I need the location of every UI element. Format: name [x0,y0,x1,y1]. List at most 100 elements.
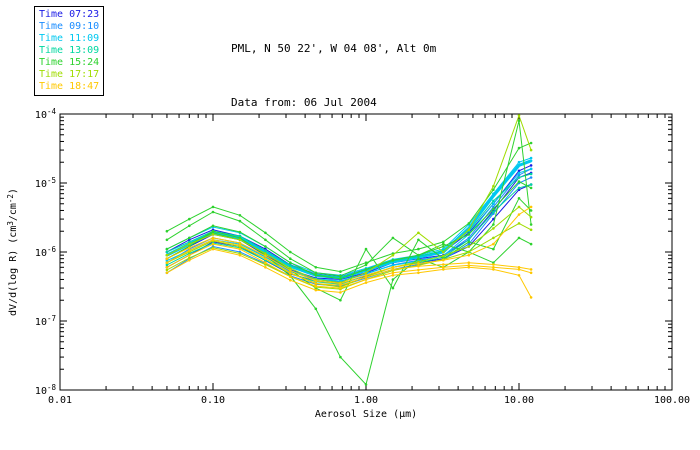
series-marker [289,278,292,282]
series-marker [467,261,471,265]
y-tick-label: 10-8 [35,383,57,397]
series-marker [165,238,169,242]
series-marker [364,247,368,251]
series-marker [467,250,471,254]
series-marker [339,298,342,302]
series-marker [339,355,342,359]
series-marker [211,210,215,214]
series-marker [391,236,395,240]
legend-entry: Time 18:47 [39,81,100,92]
x-tick-label: 1.00 [354,395,378,406]
series-marker [211,233,215,236]
series-marker [417,260,420,264]
series-marker [391,266,395,269]
series-marker [238,241,242,245]
series-marker [417,262,420,265]
series-marker [264,254,267,258]
series-marker [391,274,395,277]
series-marker [289,275,292,278]
series-marker [165,271,169,275]
series-marker [188,217,191,221]
series-marker [289,264,292,267]
series-marker [188,242,191,246]
series-marker [467,266,471,269]
series-marker [165,229,169,233]
series-marker [211,238,215,242]
series-marker [165,257,169,261]
series-marker [529,176,533,179]
series-marker [417,238,420,242]
legend-entry: Time 13:09 [39,45,100,56]
plot-frame [59,113,673,391]
series-marker [529,167,533,171]
series-marker [238,236,242,240]
series-marker [339,291,342,294]
series-marker [517,171,521,175]
plot-subtitle: Data from: 06 Jul 2004 [231,96,377,109]
series-marker [188,238,191,242]
series-marker [364,263,368,267]
series-marker [529,148,533,152]
legend-entry: Time 09:10 [39,21,100,32]
series-marker [264,263,267,266]
series-marker [314,266,318,269]
series-marker [238,234,242,238]
legend-entry: Time 11:09 [39,33,100,44]
series-marker [467,238,471,242]
series-marker [391,258,395,262]
series-marker [364,271,368,275]
series-marker [492,217,495,221]
series-marker [314,282,318,285]
series-marker [264,249,267,252]
series-marker [492,192,495,195]
x-tick-label: 10.00 [504,395,534,406]
series-marker [529,242,533,246]
series-marker [529,215,533,219]
series-line [166,168,532,282]
series-marker [492,210,495,214]
series-marker [314,271,318,275]
x-tick-label: 100.00 [654,395,690,406]
series-marker [339,286,342,290]
series-marker [529,159,533,163]
series-marker [492,223,495,226]
series-marker [442,250,445,254]
series-line [166,243,532,289]
series-marker [517,160,521,164]
series-line [166,206,532,288]
series-marker [211,242,215,246]
series-marker [188,240,191,244]
series-marker [211,236,215,240]
series-marker [442,258,445,262]
series-marker [517,213,521,216]
series-marker [467,253,471,257]
series-marker [529,209,533,212]
series-marker [529,164,533,167]
series-line [166,230,532,386]
series-marker [188,246,191,250]
series-marker [165,263,169,267]
series-marker [492,199,495,203]
series-marker [517,222,521,225]
legend-entry: Time 15:24 [39,57,100,68]
series-marker [289,267,292,270]
series-marker [339,270,342,273]
series-marker [517,180,521,183]
series-marker [364,276,368,279]
series-marker [314,274,318,277]
series-marker [467,245,471,248]
series-marker [238,214,242,217]
series-marker [442,263,445,266]
series-marker [238,219,242,223]
series-marker [314,279,318,283]
series-marker [289,250,292,254]
series-marker [314,284,318,288]
series-marker [492,184,495,188]
series-marker [467,264,471,267]
series-marker [467,242,471,246]
series-marker [417,231,420,235]
series-marker [517,268,521,271]
series-marker [211,224,215,228]
series-marker [391,271,395,275]
series-marker [364,274,368,277]
